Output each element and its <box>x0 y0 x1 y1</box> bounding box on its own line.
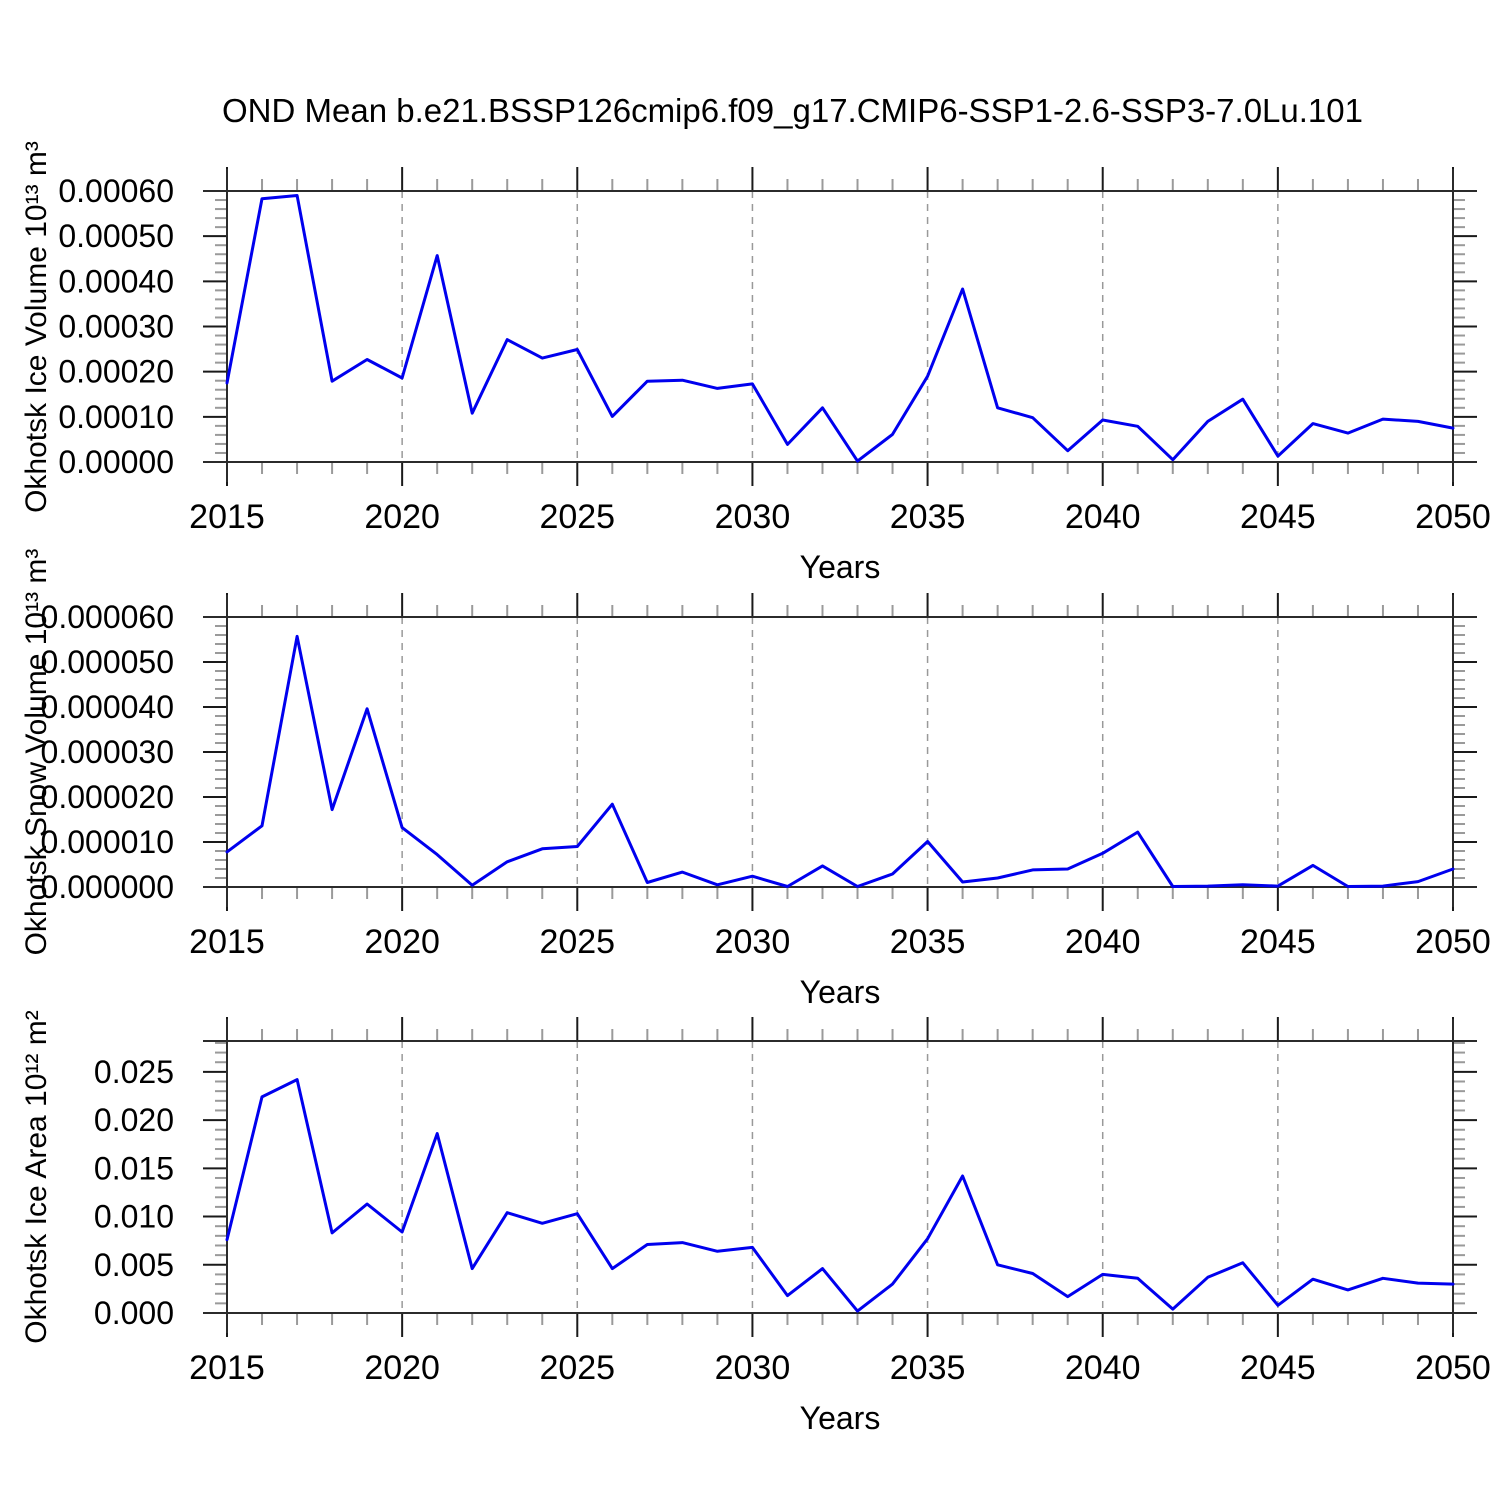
y-tick-label: 0.000010 <box>41 824 174 860</box>
y-tick-label: 0.000060 <box>41 599 174 635</box>
y-tick-label: 0.015 <box>94 1150 174 1186</box>
x-tick-label: 2025 <box>539 923 615 961</box>
y-tick-label: 0.00030 <box>58 309 174 345</box>
x-tick-label: 2045 <box>1240 1349 1316 1387</box>
y-tick-label: 0.00010 <box>58 399 174 435</box>
x-tick-label: 2040 <box>1065 498 1141 536</box>
x-tick-label: 2035 <box>890 923 966 961</box>
x-tick-label: 2025 <box>539 498 615 536</box>
y-tick-label: 0.000 <box>94 1295 174 1331</box>
data-line-okhotsk-ice-area <box>225 1078 1455 1313</box>
y-tick-label: 0.00020 <box>58 354 174 390</box>
figure-title: OND Mean b.e21.BSSP126cmip6.f09_g17.CMIP… <box>222 92 1363 129</box>
x-tick-label: 2020 <box>364 923 440 961</box>
x-tick-label: 2040 <box>1065 1349 1141 1387</box>
x-tick-label: 2015 <box>189 498 265 536</box>
x-tick-label: 2015 <box>189 1349 265 1387</box>
x-tick-label: 2040 <box>1065 923 1141 961</box>
x-tick-label: 2025 <box>539 1349 615 1387</box>
y-tick-label: 0.000020 <box>41 779 174 815</box>
x-tick-label: 2030 <box>715 1349 791 1387</box>
x-tick-label: 2050 <box>1415 923 1491 961</box>
x-tick-label: 2045 <box>1240 923 1316 961</box>
x-tick-label: 2030 <box>715 923 791 961</box>
y-tick-label: 0.00040 <box>58 263 174 299</box>
x-tick-label: 2020 <box>364 1349 440 1387</box>
data-line-okhotsk-ice-volume <box>225 194 1455 463</box>
y-tick-label: 0.025 <box>94 1054 174 1090</box>
x-tick-label: 2015 <box>189 923 265 961</box>
x-tick-label: 2035 <box>890 498 966 536</box>
y-tick-label: 0.020 <box>94 1102 174 1138</box>
x-tick-label: 2050 <box>1415 498 1491 536</box>
data-line-okhotsk-snow-volume <box>225 634 1455 888</box>
y-tick-label: 0.00000 <box>58 444 174 480</box>
x-axis-title-years-3: Years <box>799 1400 881 1436</box>
y-tick-label: 0.000000 <box>41 869 174 905</box>
x-tick-label: 2030 <box>715 498 791 536</box>
x-tick-label: 2045 <box>1240 498 1316 536</box>
y-axis-title-ice-area: Okhotsk Ice Area 10¹² m² <box>20 1010 53 1344</box>
y-tick-label: 0.000050 <box>41 644 174 680</box>
y-tick-label: 0.000030 <box>41 734 174 770</box>
y-tick-label: 0.010 <box>94 1199 174 1235</box>
x-tick-label: 2050 <box>1415 1349 1491 1387</box>
x-tick-label: 2035 <box>890 1349 966 1387</box>
x-axis-title-years-2: Years <box>799 974 881 1010</box>
y-tick-label: 0.00050 <box>58 218 174 254</box>
y-tick-label: 0.000040 <box>41 689 174 725</box>
chart-okhotsk-snow-volume: 0.000000 0.000010 0.000020 0.000030 0.000040… <box>41 593 1491 961</box>
y-tick-label: 0.00060 <box>58 173 174 209</box>
y-tick-label: 0.005 <box>94 1247 174 1283</box>
x-axis-title-years-1: Years <box>799 549 881 585</box>
chart-okhotsk-ice-volume: 0.00000 0.00010 0.00020 0.00030 0.00040 0.000… <box>58 167 1491 536</box>
x-tick-label: 2020 <box>364 498 440 536</box>
chart-okhotsk-ice-area: 0.000 0.005 0.010 0.015 0.020 0.025 2015 2020 20… <box>94 1017 1491 1387</box>
